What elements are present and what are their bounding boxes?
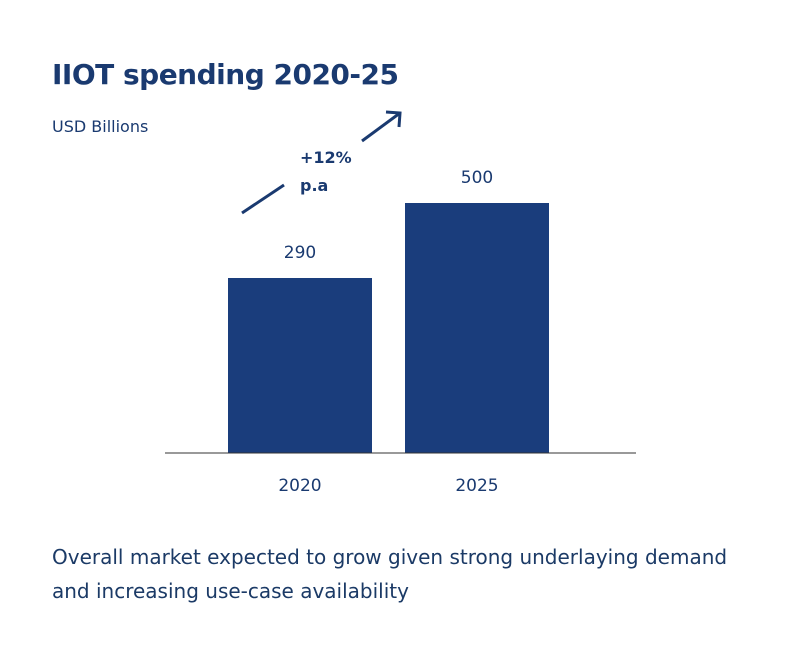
- bar-2025: [405, 203, 549, 453]
- data-label: 500: [461, 168, 493, 188]
- data-label: 290: [284, 243, 316, 263]
- trend-arrow-up-right-icon: [241, 110, 402, 215]
- footnote: Overall market expected to grow given st…: [52, 545, 728, 603]
- growth-period-label: p.a: [300, 176, 328, 195]
- chart-title: IIOT spending 2020-25: [52, 58, 399, 91]
- growth-rate-label: +12%: [300, 148, 352, 167]
- x-tick-label: 2025: [455, 476, 498, 496]
- chart-subtitle: USD Billions: [52, 117, 149, 136]
- x-tick-label: 2020: [278, 476, 321, 496]
- bar-2020: [228, 278, 372, 453]
